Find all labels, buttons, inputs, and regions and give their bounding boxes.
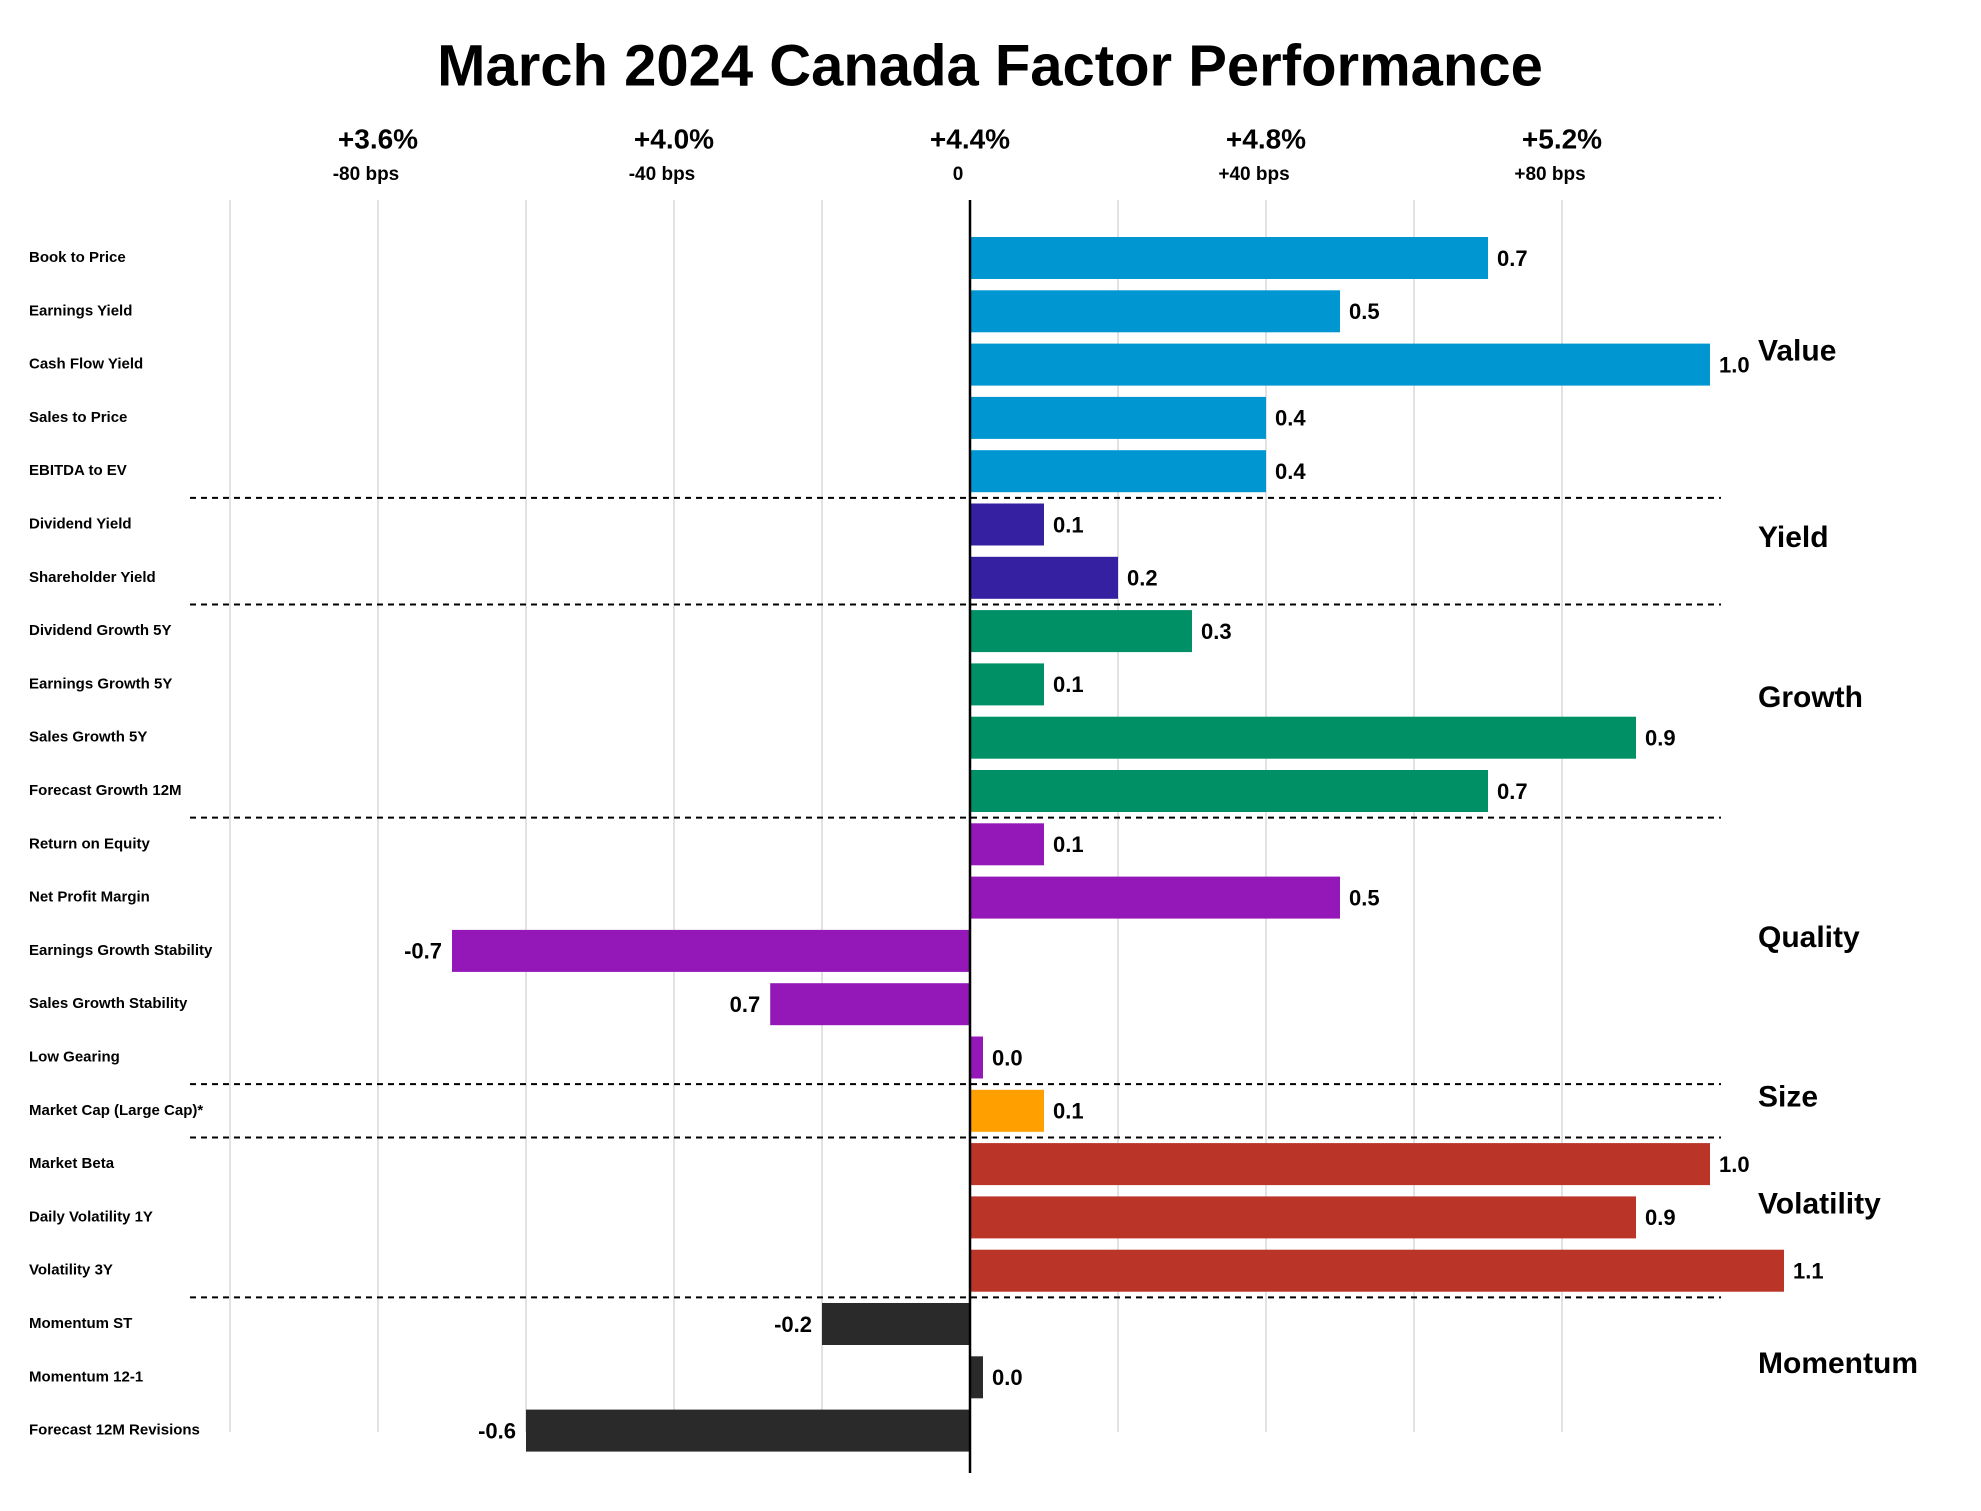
x-tick-label: +5.2% xyxy=(1522,123,1602,154)
value-label: 0.7 xyxy=(1497,779,1528,804)
bar xyxy=(970,663,1044,706)
value-label: 0.1 xyxy=(1053,672,1084,697)
bar xyxy=(452,929,970,972)
value-label: 0.7 xyxy=(1497,246,1528,271)
category-label: Return on Equity xyxy=(29,835,150,852)
bar xyxy=(970,237,1488,279)
x-tick-label: +4.4% xyxy=(930,123,1010,154)
value-label: 1.0 xyxy=(1719,352,1750,377)
category-label: Dividend Yield xyxy=(29,515,132,532)
value-label: 0.7 xyxy=(730,992,761,1017)
category-label: Earnings Growth 5Y xyxy=(29,675,172,692)
category-label: Cash Flow Yield xyxy=(29,356,143,373)
chart-title: March 2024 Canada Factor Performance xyxy=(437,33,1543,98)
x-tick-label: +3.6% xyxy=(338,123,418,154)
bar xyxy=(970,770,1488,812)
bar xyxy=(970,396,1266,439)
bar xyxy=(970,1143,1710,1186)
value-label: 0.1 xyxy=(1053,832,1084,857)
category-label: Earnings Growth Stability xyxy=(29,942,213,959)
group-label: Quality xyxy=(1758,921,1860,954)
bar xyxy=(970,876,1340,919)
bar xyxy=(970,290,1340,333)
bar xyxy=(970,1089,1044,1132)
category-label: Momentum 12-1 xyxy=(29,1368,143,1385)
category-label: Shareholder Yield xyxy=(29,569,156,586)
value-label: 0.9 xyxy=(1645,726,1676,751)
category-label: Sales Growth 5Y xyxy=(29,729,147,746)
bar xyxy=(770,983,970,1026)
x2-tick-label: 0 xyxy=(953,164,964,185)
value-label: 1.0 xyxy=(1719,1152,1750,1177)
value-label: 0.5 xyxy=(1349,299,1380,324)
category-label: Dividend Growth 5Y xyxy=(29,622,172,639)
category-label: Net Profit Margin xyxy=(29,889,150,906)
category-label: EBITDA to EV xyxy=(29,462,127,479)
category-label: Market Cap (Large Cap)* xyxy=(29,1102,203,1119)
category-label: Book to Price xyxy=(29,249,126,266)
x2-tick-label: +80 bps xyxy=(1514,164,1585,185)
value-label: 0.3 xyxy=(1201,619,1232,644)
category-label: Daily Volatility 1Y xyxy=(29,1208,153,1225)
category-label: Sales to Price xyxy=(29,409,127,426)
value-label: 0.9 xyxy=(1645,1205,1676,1230)
group-label: Volatility xyxy=(1758,1187,1881,1220)
x2-tick-label: -40 bps xyxy=(629,164,696,185)
value-label: -0.7 xyxy=(404,939,442,964)
bar xyxy=(822,1303,970,1345)
x2-tick-label: -80 bps xyxy=(333,164,400,185)
bar xyxy=(970,1249,1784,1292)
category-label: Low Gearing xyxy=(29,1048,120,1065)
group-label: Size xyxy=(1758,1081,1818,1114)
bar xyxy=(970,1196,1636,1239)
value-label: 1.1 xyxy=(1793,1259,1824,1284)
value-label: 0.1 xyxy=(1053,512,1084,537)
bar xyxy=(970,823,1044,866)
category-label: Sales Growth Stability xyxy=(29,995,188,1012)
value-label: -0.2 xyxy=(774,1312,812,1337)
bar xyxy=(970,450,1266,493)
group-label: Momentum xyxy=(1758,1347,1918,1380)
bar xyxy=(526,1409,970,1452)
category-label: Market Beta xyxy=(29,1155,115,1172)
value-label: 0.5 xyxy=(1349,885,1380,910)
bar xyxy=(970,716,1636,759)
bar xyxy=(970,556,1118,599)
x-tick-label: +4.0% xyxy=(634,123,714,154)
group-label: Yield xyxy=(1758,521,1829,554)
bar xyxy=(970,1356,983,1399)
category-label: Volatility 3Y xyxy=(29,1262,113,1279)
bar xyxy=(970,503,1044,546)
category-label: Earnings Yield xyxy=(29,302,132,319)
value-label: -0.6 xyxy=(478,1418,516,1443)
group-label: Value xyxy=(1758,335,1836,368)
category-label: Momentum ST xyxy=(29,1315,132,1332)
value-label: 0.4 xyxy=(1275,406,1306,431)
category-label: Forecast Growth 12M xyxy=(29,782,182,799)
group-label: Growth xyxy=(1758,681,1863,714)
bar xyxy=(970,610,1192,653)
x2-tick-label: +40 bps xyxy=(1218,164,1289,185)
bar xyxy=(970,343,1710,386)
value-label: 0.4 xyxy=(1275,459,1306,484)
value-label: 0.1 xyxy=(1053,1099,1084,1124)
category-label: Forecast 12M Revisions xyxy=(29,1422,200,1439)
x-tick-label: +4.8% xyxy=(1226,123,1306,154)
value-label: 0.2 xyxy=(1127,566,1158,591)
value-label: 0.0 xyxy=(992,1365,1023,1390)
value-label: 0.0 xyxy=(992,1045,1023,1070)
bar xyxy=(970,1036,983,1079)
